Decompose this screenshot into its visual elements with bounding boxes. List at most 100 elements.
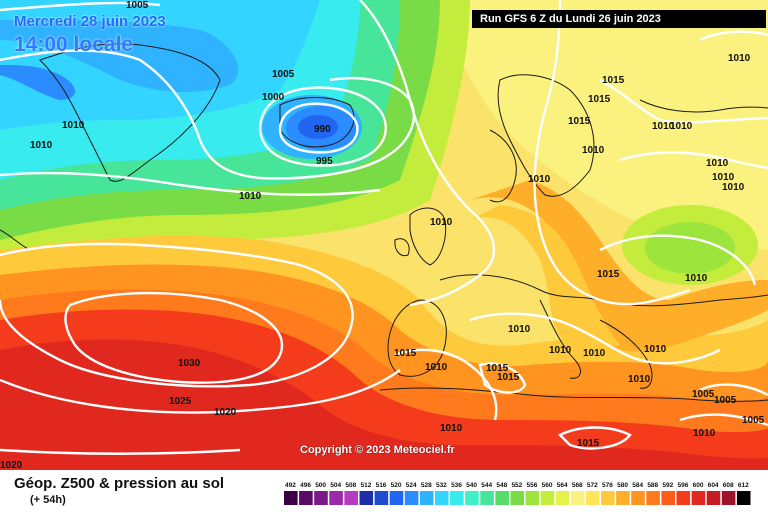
isobar-label: 995 [316, 156, 333, 167]
legend-swatch [661, 491, 676, 505]
legend-tick-label: 540 [466, 482, 477, 489]
isobar-label: 1010 [583, 348, 606, 359]
legend-tick-label: 600 [693, 482, 704, 489]
pressure-map: 1005 1010 1010 1005 1000 990 995 1010 10… [0, 0, 768, 470]
legend-tick-label: 556 [527, 482, 538, 489]
legend-tick-label: 552 [511, 482, 522, 489]
legend-tick-label: 588 [647, 482, 658, 489]
isobar-label: 1010 [644, 344, 667, 355]
isobar-label: 1010 [508, 324, 531, 335]
legend-tick-label: 584 [632, 482, 643, 489]
isobar-label: 1005 [742, 415, 765, 426]
legend-tick-label: 536 [451, 482, 462, 489]
isobar-labels: 1005 1010 1010 1005 1000 990 995 1010 10… [0, 0, 765, 470]
legend-swatch [676, 491, 691, 505]
isobar-label: 1000 [262, 92, 285, 103]
isobar-label: 1010 [685, 273, 708, 284]
isobar-label: 1030 [178, 358, 201, 369]
coastlines [0, 43, 768, 402]
isobar-label: 1010 [62, 120, 85, 131]
legend-swatch [510, 491, 525, 505]
legend-swatch [646, 491, 660, 505]
legend-tick-label: 516 [376, 482, 387, 489]
isobar-label: 1010 [722, 182, 745, 193]
isobar-label: 1005 [126, 0, 149, 11]
legend-swatch [389, 491, 404, 505]
isobar-label: 1010 [430, 217, 453, 228]
legend-swatch [374, 491, 389, 505]
legend-tick-label: 512 [360, 482, 371, 489]
legend-tick-label: 544 [481, 482, 492, 489]
isobar-label: 1010 [30, 140, 53, 151]
legend-swatch [585, 491, 600, 505]
run-info-banner: Run GFS 6 Z du Lundi 26 juin 2023 [472, 10, 766, 28]
isobar-label: 1005 [714, 395, 737, 406]
legend-tick-label: 560 [542, 482, 553, 489]
legend-tick-label: 548 [496, 482, 507, 489]
geopotential-fields [0, 0, 768, 470]
isobar-label: 1020 [214, 407, 237, 418]
legend-tick-label: 528 [421, 482, 432, 489]
legend-swatch [555, 491, 570, 505]
copyright-notice: Copyright © 2023 Meteociel.fr [300, 444, 455, 456]
isobar-label: 1015 [486, 363, 509, 374]
isobar-label: 990 [314, 124, 331, 135]
legend-swatch [450, 491, 464, 505]
legend-tick-label: 592 [662, 482, 673, 489]
legend-tick-label: 500 [315, 482, 326, 489]
legend-tick-label: 508 [345, 482, 356, 489]
legend-swatch [480, 491, 494, 505]
local-time: 14:00 locale [14, 33, 134, 56]
legend-swatch [616, 491, 630, 505]
legend-swatch [540, 491, 555, 505]
isobar-label: 1010 [549, 345, 572, 356]
isobars [0, 0, 768, 455]
isobar-label: 1010 [582, 145, 605, 156]
legend-tick-label: 524 [406, 482, 417, 489]
legend-tick-label: 612 [738, 482, 749, 489]
legend-tick-label: 572 [587, 482, 598, 489]
legend-swatch [570, 491, 585, 505]
isobar-label: 1010 [239, 191, 262, 202]
legend-swatch [314, 491, 328, 505]
forecast-offset: (+ 54h) [30, 494, 66, 506]
legend-tick-label: 604 [708, 482, 719, 489]
legend-swatch [691, 491, 706, 505]
legend-swatch [284, 491, 298, 505]
chart-title: Géop. Z500 & pression au sol [14, 475, 225, 492]
isobar-label: 1010 [693, 428, 716, 439]
isobar-label: 1010 [440, 423, 463, 434]
legend-tick-label: 596 [678, 482, 689, 489]
legend-swatch [434, 491, 449, 505]
legend-tick-labels: 492 496 500 504 508 512 516 520 524 528 532 536 540 5… [285, 482, 749, 489]
legend-swatch [419, 491, 434, 505]
legend-swatch [465, 491, 479, 505]
legend-tick-label: 520 [391, 482, 402, 489]
legend-swatch [601, 491, 615, 505]
isobar-label: 1020 [0, 460, 23, 470]
isobar-label: 1010 [528, 174, 551, 185]
isobar-label: 1010 [712, 172, 735, 183]
legend-tick-label: 532 [436, 482, 447, 489]
legend-tick-label: 564 [557, 482, 568, 489]
legend-tick-label: 576 [602, 482, 613, 489]
legend-tick-label: 608 [723, 482, 734, 489]
isobar-label: 1005 [272, 69, 295, 80]
legend-tick-label: 580 [617, 482, 628, 489]
color-scale-legend: 492 496 500 504 508 512 516 520 524 528 532 536 540 5… [284, 482, 751, 505]
legend-swatch [736, 491, 751, 505]
legend-swatch [721, 491, 736, 505]
isobar-label: 1010 [728, 53, 751, 64]
legend-swatch [631, 491, 645, 505]
isobar-label: 1025 [169, 396, 192, 407]
isobar-label: 1005 [692, 389, 715, 400]
isobar-label: 1015 [588, 94, 611, 105]
legend-tick-label: 492 [285, 482, 296, 489]
legend-swatch [329, 491, 343, 505]
legend-swatch [495, 491, 509, 505]
legend-swatch [344, 491, 358, 505]
legend-swatch [404, 491, 419, 505]
isobar-label: 1015 [568, 116, 591, 127]
isobar-label: 1010 [706, 158, 729, 169]
